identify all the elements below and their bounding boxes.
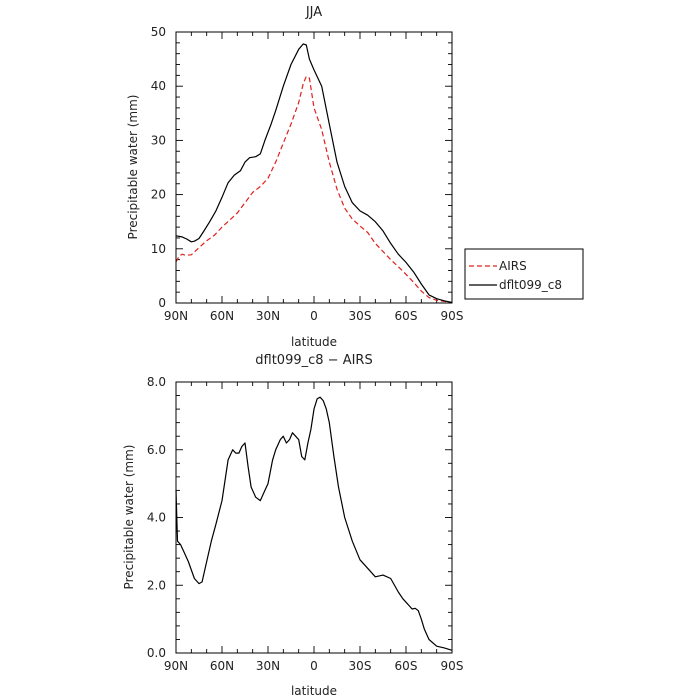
top-xtick-label: 90N xyxy=(164,309,188,323)
bottom-xtick-label: 90N xyxy=(164,659,188,673)
bottom-xtick-label: 30N xyxy=(256,659,280,673)
top-series-dflt099-c8 xyxy=(175,43,453,304)
bottom-chart-ticks: 90N 60N 30N 0 30S 60S 90S 0.0 2.0 4.0 6.0 8.0 xyxy=(147,375,464,673)
top-ytick-label: 30 xyxy=(151,133,166,147)
top-xtick-label: 0 xyxy=(310,309,318,323)
bottom-xtick-label: 90S xyxy=(441,659,464,673)
bottom-xtick-label: 60S xyxy=(395,659,418,673)
bottom-chart-xlabel: latitude xyxy=(291,684,337,698)
top-chart-frame xyxy=(175,31,453,304)
bottom-chart-panel: dflt099_c8 − AIRS Precipitable water (mm… xyxy=(122,353,463,698)
top-xtick-label: 60S xyxy=(395,309,418,323)
bottom-chart-title: dflt099_c8 − AIRS xyxy=(255,353,372,368)
top-xtick-label: 30S xyxy=(349,309,372,323)
top-chart-lines xyxy=(175,43,453,304)
bottom-chart-lines xyxy=(175,396,453,651)
bottom-ytick-label: 8.0 xyxy=(147,375,166,389)
top-series-airs xyxy=(175,75,453,304)
top-chart-ylabel: Precipitable water (mm) xyxy=(126,95,140,240)
top-chart-panel: JJA Precipitable water (mm) latitude 90N… xyxy=(126,5,463,349)
bottom-ytick-label: 4.0 xyxy=(147,511,166,525)
top-chart-xlabel: latitude xyxy=(291,335,337,349)
legend-label-airs: AIRS xyxy=(499,259,527,273)
legend-box xyxy=(464,248,584,300)
top-ytick-label: 50 xyxy=(151,25,166,39)
bottom-series-dflt099-c8-airs xyxy=(175,396,453,651)
legend-label-dflt099-c8: dflt099_c8 xyxy=(499,278,562,292)
top-chart-title: JJA xyxy=(305,5,322,20)
top-ytick-label: 0 xyxy=(158,296,166,310)
bottom-ytick-label: 0.0 xyxy=(147,646,166,660)
top-ytick-label: 40 xyxy=(151,79,166,93)
top-xtick-label: 30N xyxy=(256,309,280,323)
top-xtick-label: 60N xyxy=(210,309,234,323)
bottom-ytick-label: 6.0 xyxy=(147,443,166,457)
top-ytick-label: 10 xyxy=(151,242,166,256)
top-chart-ticks: 90N 60N 30N 0 30S 60S 90S 0 10 20 30 40 50 xyxy=(151,25,464,323)
bottom-xtick-label: 60N xyxy=(210,659,234,673)
legend: AIRS dflt099_c8 xyxy=(464,248,584,300)
bottom-xtick-label: 0 xyxy=(310,659,318,673)
top-xtick-label: 90S xyxy=(441,309,464,323)
top-ytick-label: 20 xyxy=(151,188,166,202)
bottom-chart-ylabel: Precipitable water (mm) xyxy=(122,445,136,590)
bottom-chart-frame xyxy=(175,381,453,654)
bottom-ytick-label: 2.0 xyxy=(147,578,166,592)
bottom-xtick-label: 30S xyxy=(349,659,372,673)
